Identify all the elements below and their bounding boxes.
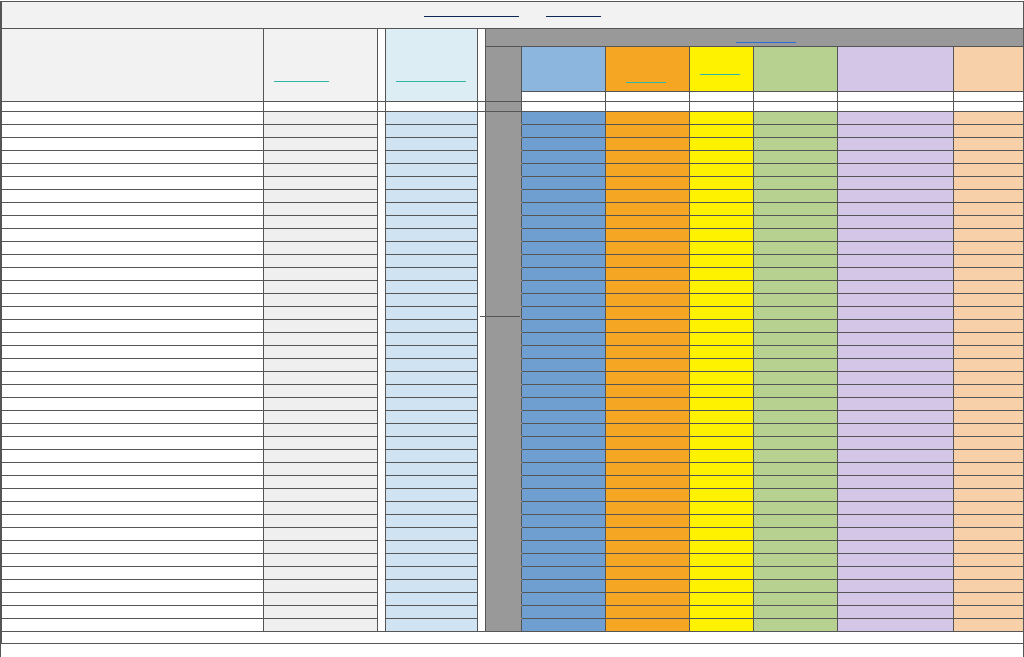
- title-underline-2: [546, 15, 601, 17]
- title-row: [2, 2, 1024, 29]
- title-bar: [2, 2, 1024, 29]
- title-underline-1: [424, 15, 519, 17]
- grey-mid-divider-mark: [480, 316, 520, 317]
- outer-border: [0, 1, 1024, 657]
- page-root: [0, 1, 1024, 657]
